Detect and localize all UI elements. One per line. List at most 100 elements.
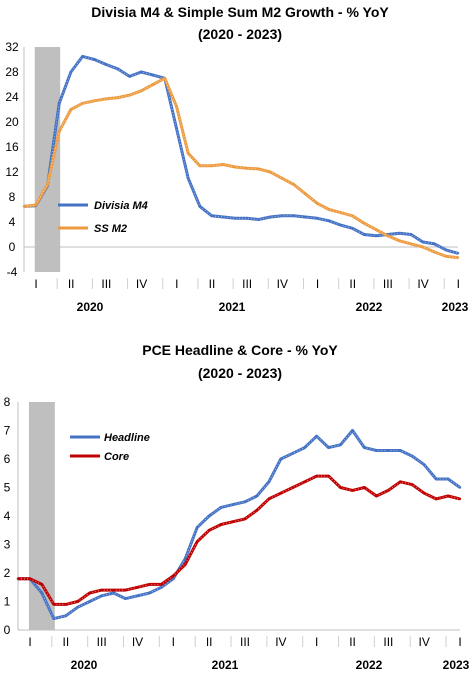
data-point: [433, 242, 436, 246]
data-point: [104, 63, 108, 66]
data-point: [195, 540, 199, 543]
data-point: [243, 517, 247, 521]
series-line-texture: [23, 77, 459, 259]
x-tick-label: I: [175, 277, 178, 291]
series-line-texture: [23, 55, 459, 254]
chart-subtitle: (2020 - 2023): [198, 365, 282, 381]
data-point: [128, 93, 131, 97]
data-point: [411, 483, 414, 486]
data-point: [151, 83, 155, 86]
data-point: [172, 574, 175, 578]
data-point: [303, 446, 306, 449]
data-point: [231, 520, 235, 523]
data-point: [291, 452, 294, 455]
data-point: [219, 523, 223, 526]
legend-label: Divisia M4: [94, 200, 148, 212]
data-point: [210, 214, 213, 217]
data-point: [446, 494, 450, 498]
data-point: [316, 217, 319, 220]
series-line-core: [18, 474, 461, 606]
x-tick-label: II: [206, 635, 213, 649]
data-point: [184, 557, 187, 560]
chart-title: Divisia M4 & Simple Sum M2 Growth - % Yo…: [91, 4, 389, 20]
y-tick-label: 8: [9, 190, 16, 204]
data-point: [315, 474, 318, 478]
y-tick-label: 4: [9, 215, 16, 229]
x-tick-label: II: [349, 277, 356, 291]
data-point: [445, 248, 448, 252]
data-point: [160, 583, 163, 586]
data-point: [112, 588, 115, 592]
data-point: [57, 102, 61, 105]
data-point: [399, 480, 402, 483]
data-point: [198, 164, 202, 167]
data-point: [140, 70, 143, 74]
data-point: [434, 497, 438, 501]
year-label: 2021: [219, 300, 246, 314]
legend-label: Headline: [104, 432, 150, 444]
data-point: [148, 591, 151, 595]
data-point: [422, 463, 426, 466]
data-point: [184, 563, 187, 566]
data-point: [279, 492, 283, 495]
data-point: [458, 486, 462, 489]
x-tick-label: I: [457, 277, 460, 291]
series-line-texture: [18, 429, 461, 620]
data-point: [81, 102, 84, 105]
y-tick-label: 5: [4, 481, 11, 495]
data-point: [76, 606, 79, 609]
data-point: [351, 429, 354, 432]
data-point: [116, 96, 120, 99]
y-tick-label: 20: [5, 115, 19, 129]
y-tick-label: 4: [4, 509, 11, 523]
data-point: [219, 506, 223, 509]
y-tick-label: 12: [5, 165, 19, 179]
chart-subtitle: (2020 - 2023): [198, 26, 282, 42]
data-point: [40, 591, 44, 595]
y-tick-label: 1: [4, 595, 11, 609]
data-point: [362, 222, 366, 225]
y-tick-label: 28: [5, 65, 19, 79]
data-point: [245, 217, 249, 220]
data-point: [422, 492, 426, 495]
series-line-texture: [18, 475, 461, 605]
x-tick-label: II: [63, 635, 70, 649]
data-point: [100, 594, 103, 597]
data-point: [292, 214, 295, 217]
data-point: [187, 177, 190, 180]
data-point: [387, 449, 390, 452]
data-point: [399, 449, 402, 452]
data-point: [64, 603, 67, 606]
x-tick-label: IV: [417, 277, 428, 291]
y-tick-label: 32: [5, 40, 19, 54]
year-label: 2022: [356, 300, 383, 314]
data-point: [351, 489, 354, 492]
data-point: [409, 242, 413, 246]
data-point: [411, 454, 414, 458]
data-point: [327, 474, 330, 478]
data-point: [291, 486, 294, 489]
data-point: [327, 219, 331, 222]
data-point: [304, 215, 307, 219]
data-point: [81, 55, 84, 58]
data-point: [210, 164, 213, 167]
x-tick-label: IV: [275, 635, 286, 649]
data-point: [316, 202, 319, 205]
x-tick-label: III: [383, 635, 393, 649]
data-point: [362, 233, 366, 236]
data-point: [52, 603, 56, 606]
y-tick-label: 3: [4, 538, 11, 552]
data-point: [69, 108, 73, 111]
data-point: [257, 218, 260, 221]
data-point: [100, 588, 103, 592]
x-tick-label: IV: [132, 635, 143, 649]
data-point: [374, 234, 378, 237]
data-point: [175, 127, 178, 130]
data-point: [269, 170, 272, 174]
data-point: [257, 167, 260, 171]
x-tick-label: II: [209, 277, 216, 291]
data-point: [387, 489, 390, 492]
x-tick-label: III: [101, 277, 111, 291]
data-point: [351, 227, 354, 230]
recession-shading: [34, 47, 61, 272]
